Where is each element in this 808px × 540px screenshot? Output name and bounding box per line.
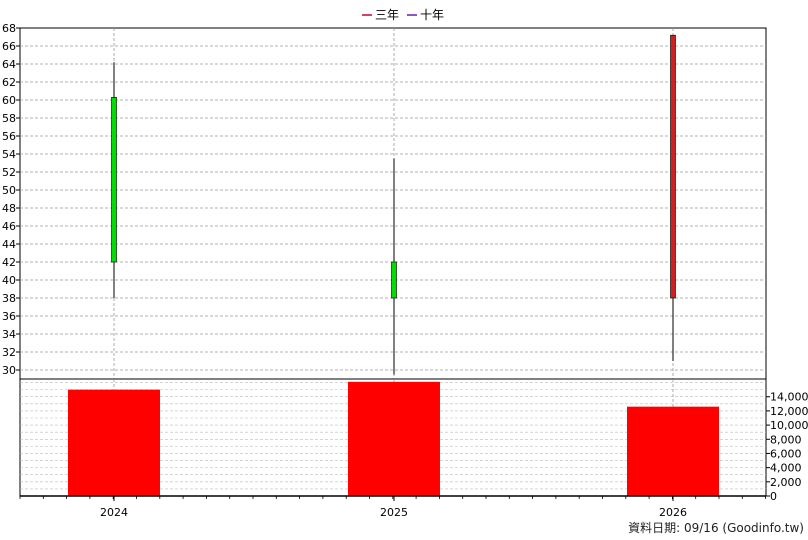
price-plot-area	[19, 27, 767, 380]
price-tick-label: 44	[2, 238, 16, 251]
price-tick-label: 64	[2, 58, 16, 71]
price-tick-label: 66	[2, 40, 16, 53]
price-tick-label: 38	[2, 292, 16, 305]
volume-bar-2025	[348, 381, 440, 496]
candle-body-2026	[670, 34, 676, 299]
price-tick-label: 34	[2, 328, 16, 341]
price-tick-label: 62	[2, 76, 16, 89]
volume-tick-label: 2,000	[770, 476, 802, 489]
price-tick-label: 54	[2, 148, 16, 161]
price-tick-label: 58	[2, 112, 16, 125]
price-tick-label: 68	[2, 22, 16, 35]
price-tick-label: 40	[2, 274, 16, 287]
price-tick-label: 50	[2, 184, 16, 197]
volume-tick-label: 4,000	[770, 462, 802, 475]
volume-tick-label: 10,000	[770, 419, 808, 432]
price-tick-label: 52	[2, 166, 16, 179]
price-tick-label: 42	[2, 256, 16, 269]
x-axis-label-2026: 2026	[659, 506, 687, 519]
x-axis-label-2025: 2025	[380, 506, 408, 519]
price-tick-label: 46	[2, 220, 16, 233]
price-tick-label: 36	[2, 310, 16, 323]
volume-tick-label: 0	[770, 490, 777, 503]
price-panel: 30 32 34 36 38 40 42 44 46 48 50 52 54 56 58 60 62 64 66 68	[2, 22, 767, 380]
candle-body-2025	[391, 261, 397, 299]
volume-tick-label: 12,000	[770, 405, 808, 418]
price-tick-label: 32	[2, 346, 16, 359]
price-tick-label: 60	[2, 94, 16, 107]
legend-label-10y: 十年	[420, 8, 444, 22]
volume-tick-label: 8,000	[770, 433, 802, 446]
data-date-footer: 資料日期: 09/16 (Goodinfo.tw)	[628, 521, 804, 535]
volume-bar-2026	[627, 406, 719, 496]
x-axis-label-2024: 2024	[100, 506, 128, 519]
volume-bar-2024	[68, 389, 160, 496]
price-tick-label: 30	[2, 364, 16, 377]
legend-label-3y: 三年	[375, 8, 399, 22]
candle-body-2024	[111, 97, 117, 263]
price-tick-label: 56	[2, 130, 16, 143]
volume-tick-label: 6,000	[770, 447, 802, 460]
volume-tick-label: 14,000	[770, 391, 808, 404]
chart-legend: 三年 十年	[362, 8, 444, 22]
price-tick-label: 48	[2, 202, 16, 215]
